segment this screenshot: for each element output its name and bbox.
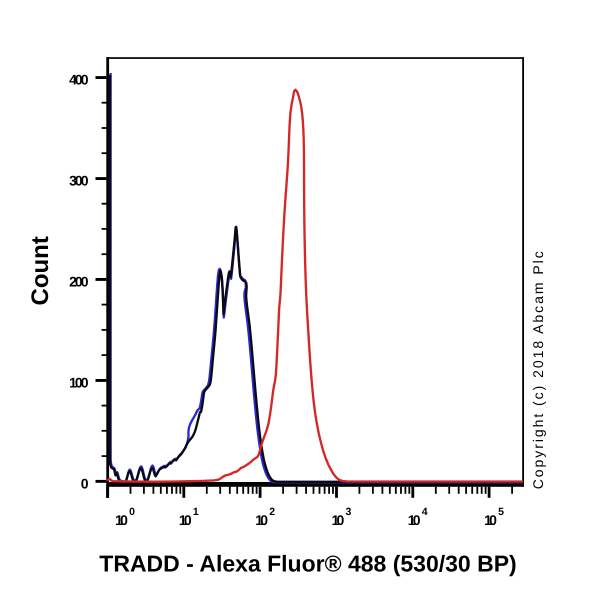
svg-text:0: 0 (81, 475, 89, 491)
svg-text:200: 200 (69, 273, 89, 289)
svg-text:10: 10 (179, 512, 192, 528)
svg-text:4: 4 (422, 506, 428, 518)
svg-text:10: 10 (408, 512, 421, 528)
svg-text:300: 300 (69, 173, 89, 189)
svg-text:100: 100 (69, 374, 89, 390)
svg-text:10: 10 (332, 512, 345, 528)
svg-text:3: 3 (346, 506, 352, 518)
svg-text:Copyright (c) 2018 Abcam Plc: Copyright (c) 2018 Abcam Plc (530, 251, 546, 489)
svg-text:1: 1 (193, 506, 199, 518)
svg-text:TRADD - Alexa Fluor® 488 (530/: TRADD - Alexa Fluor® 488 (530/30 BP) (99, 551, 516, 577)
svg-text:2: 2 (269, 506, 275, 518)
svg-text:10: 10 (115, 512, 128, 528)
svg-text:400: 400 (69, 72, 89, 88)
svg-text:0: 0 (129, 506, 135, 518)
svg-text:Count: Count (27, 236, 54, 305)
svg-text:10: 10 (484, 512, 497, 528)
svg-text:10: 10 (255, 512, 268, 528)
svg-text:5: 5 (498, 506, 504, 518)
